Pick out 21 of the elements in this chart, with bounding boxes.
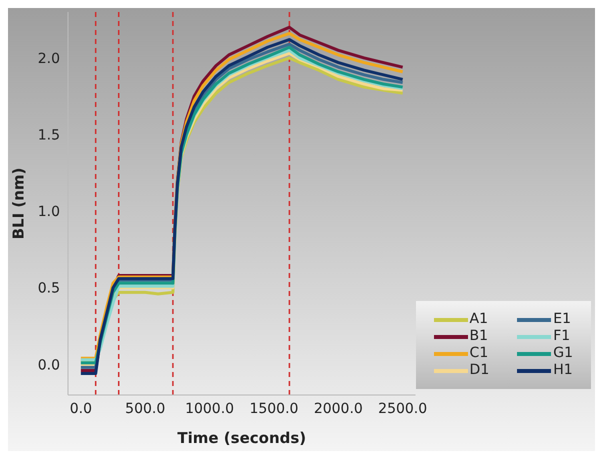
y-tick-label: 0.5	[38, 280, 60, 297]
legend-label: H1	[553, 362, 573, 379]
legend-label: C1	[470, 345, 488, 362]
y-tick-label: 2.0	[38, 50, 60, 67]
legend-label: E1	[553, 311, 571, 328]
x-tick-label: 500.0	[125, 400, 166, 417]
x-tick-label: 0.0	[70, 400, 92, 417]
legend-label: F1	[553, 328, 570, 345]
legend-label: B1	[470, 328, 488, 345]
x-tick-label: 2000.0	[314, 400, 363, 417]
x-tick-label: 1500.0	[249, 400, 298, 417]
y-tick-label: 1.5	[38, 128, 60, 144]
x-tick-label: 1000.0	[185, 400, 234, 417]
legend-label: A1	[470, 311, 488, 328]
y-axis-title: BLI (nm)	[9, 168, 28, 240]
legend-label: G1	[553, 345, 573, 362]
y-tick-label: 0.0	[38, 357, 60, 374]
legend-label: D1	[470, 362, 490, 379]
x-axis-title: Time (seconds)	[177, 429, 306, 447]
x-tick-label: 2500.0	[378, 400, 428, 417]
y-tick-label: 1.0	[38, 204, 60, 220]
